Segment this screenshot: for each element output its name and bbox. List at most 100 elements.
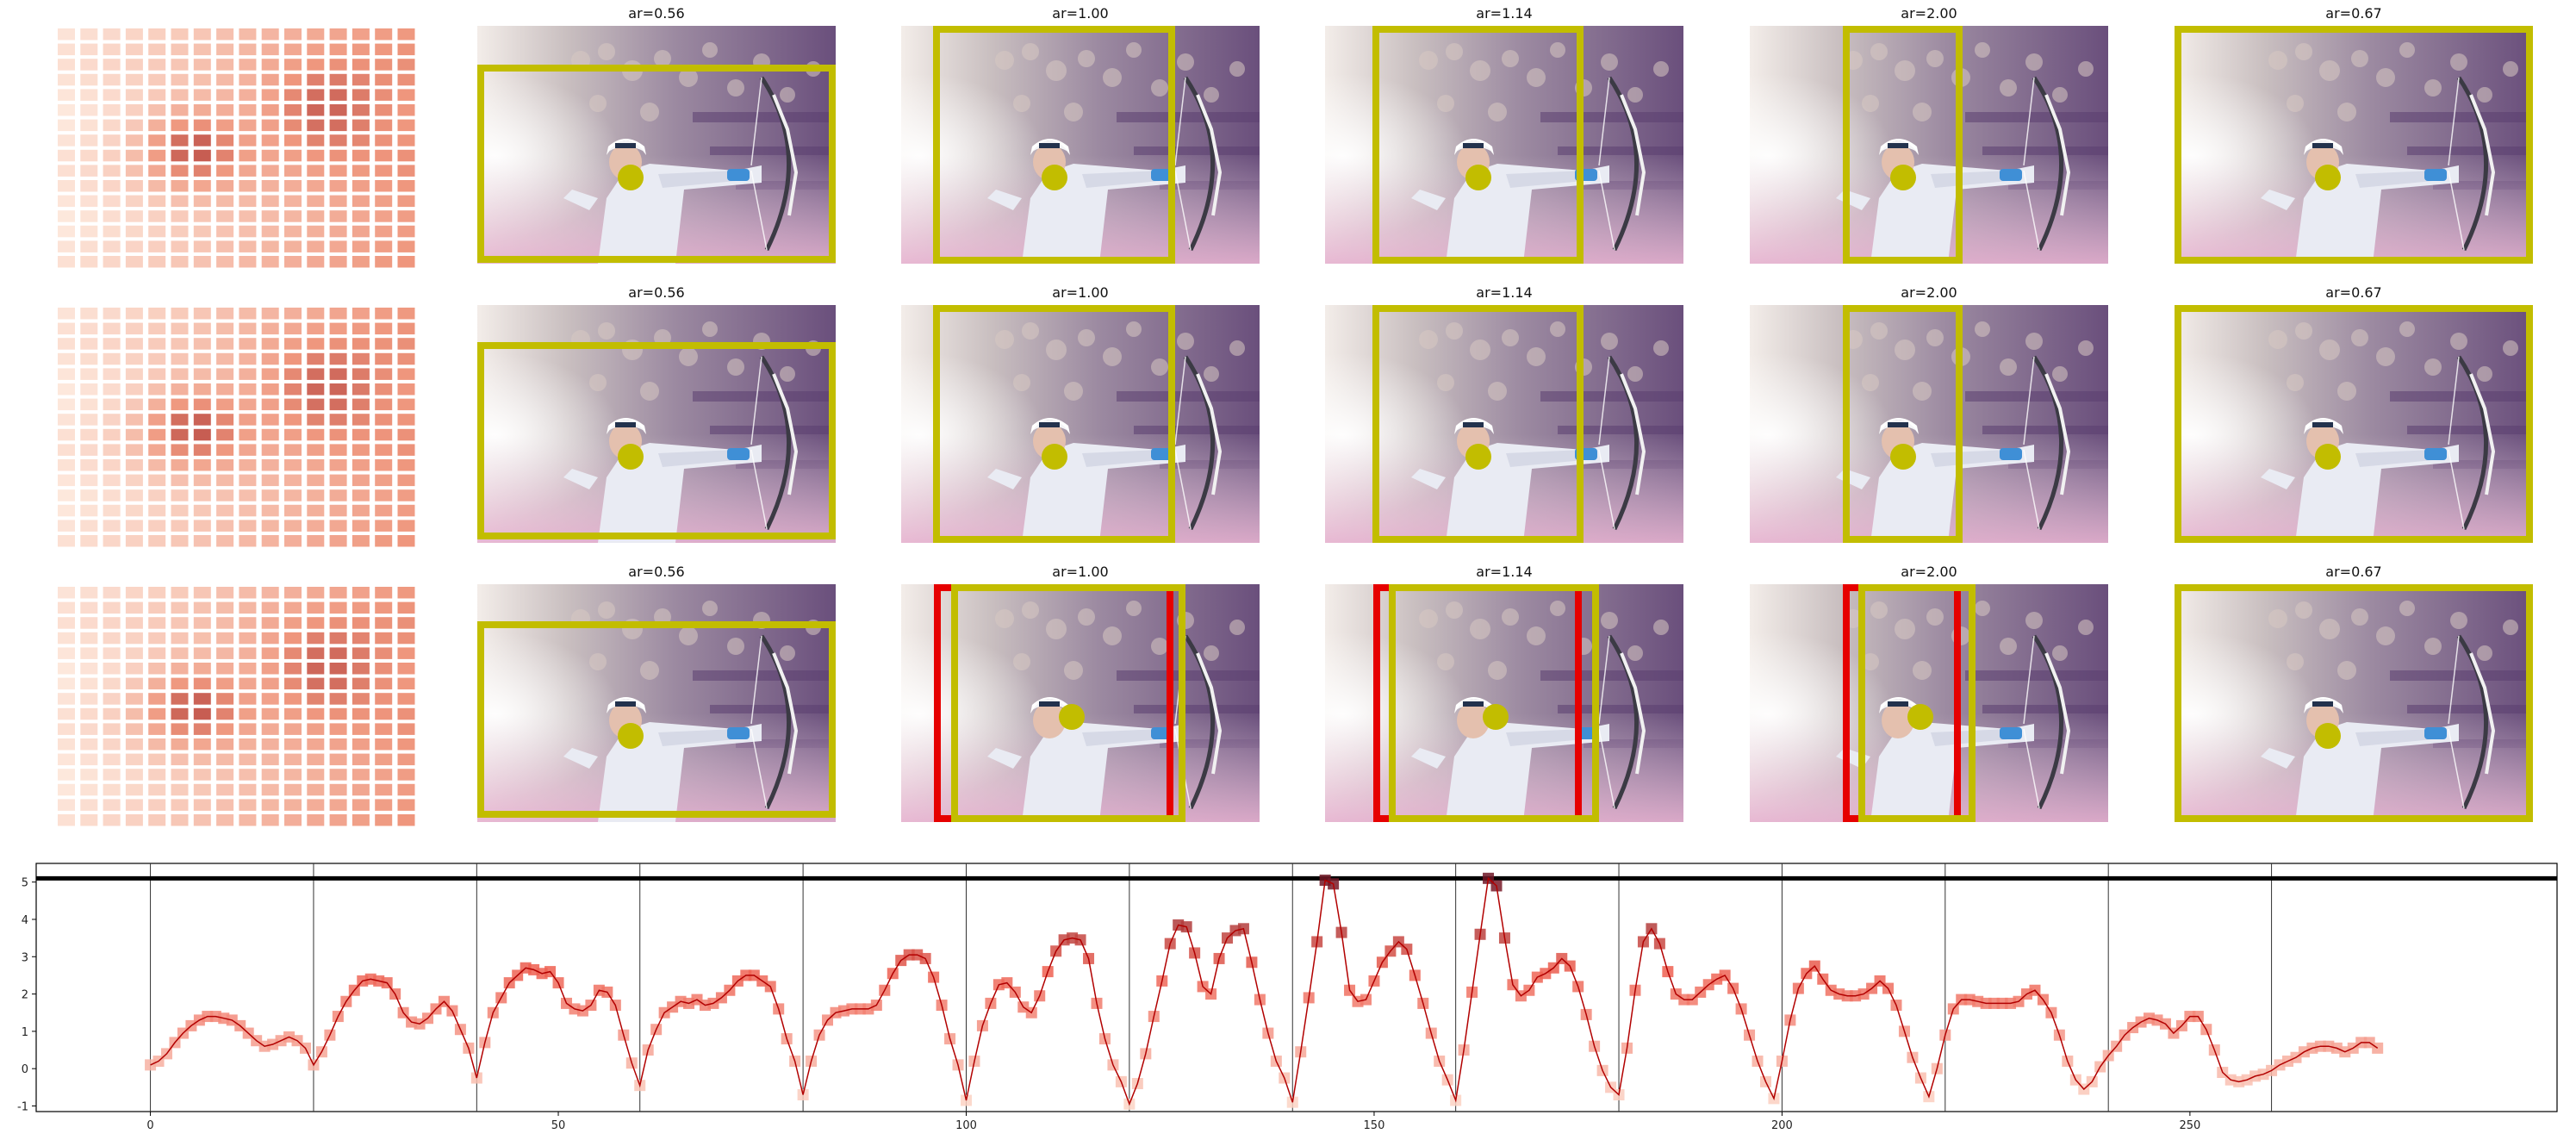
heatmap-cell: [307, 338, 325, 350]
heatmap-cell: [58, 210, 75, 222]
crop-box: [477, 621, 836, 818]
heatmap-cell: [103, 753, 121, 766]
saliency-point: [618, 165, 644, 190]
heatmap-cell: [239, 783, 257, 796]
heatmap-cell: [329, 225, 347, 238]
heatmap-cell: [284, 383, 302, 396]
heatmap-cell: [148, 738, 166, 751]
heatmap-cell: [171, 753, 189, 766]
heatmap-cell: [171, 368, 189, 380]
heatmap-cell: [80, 707, 98, 720]
heatmap-cell: [397, 677, 415, 690]
heatmap-cell: [307, 210, 325, 222]
heatmap-cell: [307, 240, 325, 252]
heatmap-cell: [80, 225, 98, 238]
heatmap-cell: [148, 352, 166, 365]
heatmap-cell: [125, 149, 143, 162]
heatmap-cell: [216, 707, 234, 720]
heatmap-cell: [307, 663, 325, 675]
heatmap-cell: [239, 535, 257, 547]
panel-title: ar=1.00: [1052, 564, 1109, 580]
heatmap-cell: [193, 601, 211, 614]
heatmap-cell: [397, 240, 415, 252]
heatmap-cell: [375, 308, 393, 320]
heatmap-cell: [103, 195, 121, 208]
heatmap-cell: [193, 414, 211, 426]
heatmap-cell: [103, 322, 121, 335]
heatmap-cell: [375, 753, 393, 766]
heatmap-cell: [80, 256, 98, 268]
heatmap-cell: [148, 587, 166, 599]
heatmap-cell: [80, 368, 98, 380]
heatmap-cell: [171, 814, 189, 826]
heatmap-cell: [284, 256, 302, 268]
heatmap-cell: [148, 677, 166, 690]
heatmap-cell: [284, 414, 302, 426]
heatmap-cell: [148, 474, 166, 487]
heatmap-cell: [148, 769, 166, 781]
heatmap-cell: [261, 195, 279, 208]
heatmap-cell: [216, 504, 234, 517]
heatmap-cell: [329, 398, 347, 411]
heatmap-cell: [193, 504, 211, 517]
heatmap-cell: [103, 165, 121, 177]
heatmap-cell: [103, 352, 121, 365]
heatmap-cell: [307, 474, 325, 487]
heatmap-cell: [80, 587, 98, 599]
crop-box: [477, 65, 836, 263]
saliency-point: [2315, 165, 2341, 190]
heatmap-cell: [352, 352, 370, 365]
heatmap-cell: [103, 43, 121, 56]
heatmap-cell: [261, 814, 279, 826]
heatmap-cell: [80, 59, 98, 71]
heatmap-cell: [193, 89, 211, 101]
heatmap-cell: [261, 769, 279, 781]
heatmap-cell: [103, 814, 121, 826]
heatmap-cell: [171, 104, 189, 116]
heatmap-cell: [261, 414, 279, 426]
heatmap-cell: [58, 723, 75, 735]
heatmap-cell: [103, 398, 121, 411]
heatmap-cell: [284, 814, 302, 826]
heatmap-cell: [397, 617, 415, 629]
heatmap-cell: [307, 459, 325, 471]
heatmap-cell: [80, 535, 98, 547]
heatmap-cell: [125, 799, 143, 811]
heatmap-cell: [193, 535, 211, 547]
heatmap-cell: [239, 753, 257, 766]
heatmap-cell: [80, 783, 98, 796]
heatmap-cell: [307, 256, 325, 268]
heatmap-cell: [193, 28, 211, 40]
heatmap-cell: [375, 444, 393, 456]
heatmap-cell: [261, 322, 279, 335]
heatmap-cell: [261, 240, 279, 252]
crop-box: [933, 26, 1175, 264]
heatmap-cell: [329, 322, 347, 335]
heatmap-cell: [125, 459, 143, 471]
heatmap-cell: [261, 165, 279, 177]
saliency-point: [2315, 723, 2341, 749]
heatmap-cell: [80, 444, 98, 456]
heatmap-cell: [125, 617, 143, 629]
heatmap-cell: [171, 535, 189, 547]
heatmap-cell: [125, 119, 143, 132]
heatmap-cell: [125, 210, 143, 222]
heatmap-cell: [80, 474, 98, 487]
heatmap-cell: [171, 308, 189, 320]
heatmap-cell: [193, 180, 211, 192]
heatmap-cell: [148, 535, 166, 547]
heatmap-cell: [103, 73, 121, 86]
heatmap-cell: [329, 617, 347, 629]
heatmap-cell: [239, 723, 257, 735]
heatmap-cell: [125, 723, 143, 735]
heatmap-cell: [216, 165, 234, 177]
heatmap-cell: [80, 799, 98, 811]
heatmap-cell: [397, 459, 415, 471]
heatmap-cell: [125, 322, 143, 335]
heatmap-cell: [239, 89, 257, 101]
heatmap-cell: [352, 149, 370, 162]
heatmap-cell: [58, 677, 75, 690]
heatmap-cell: [103, 535, 121, 547]
heatmap-cell: [397, 693, 415, 705]
